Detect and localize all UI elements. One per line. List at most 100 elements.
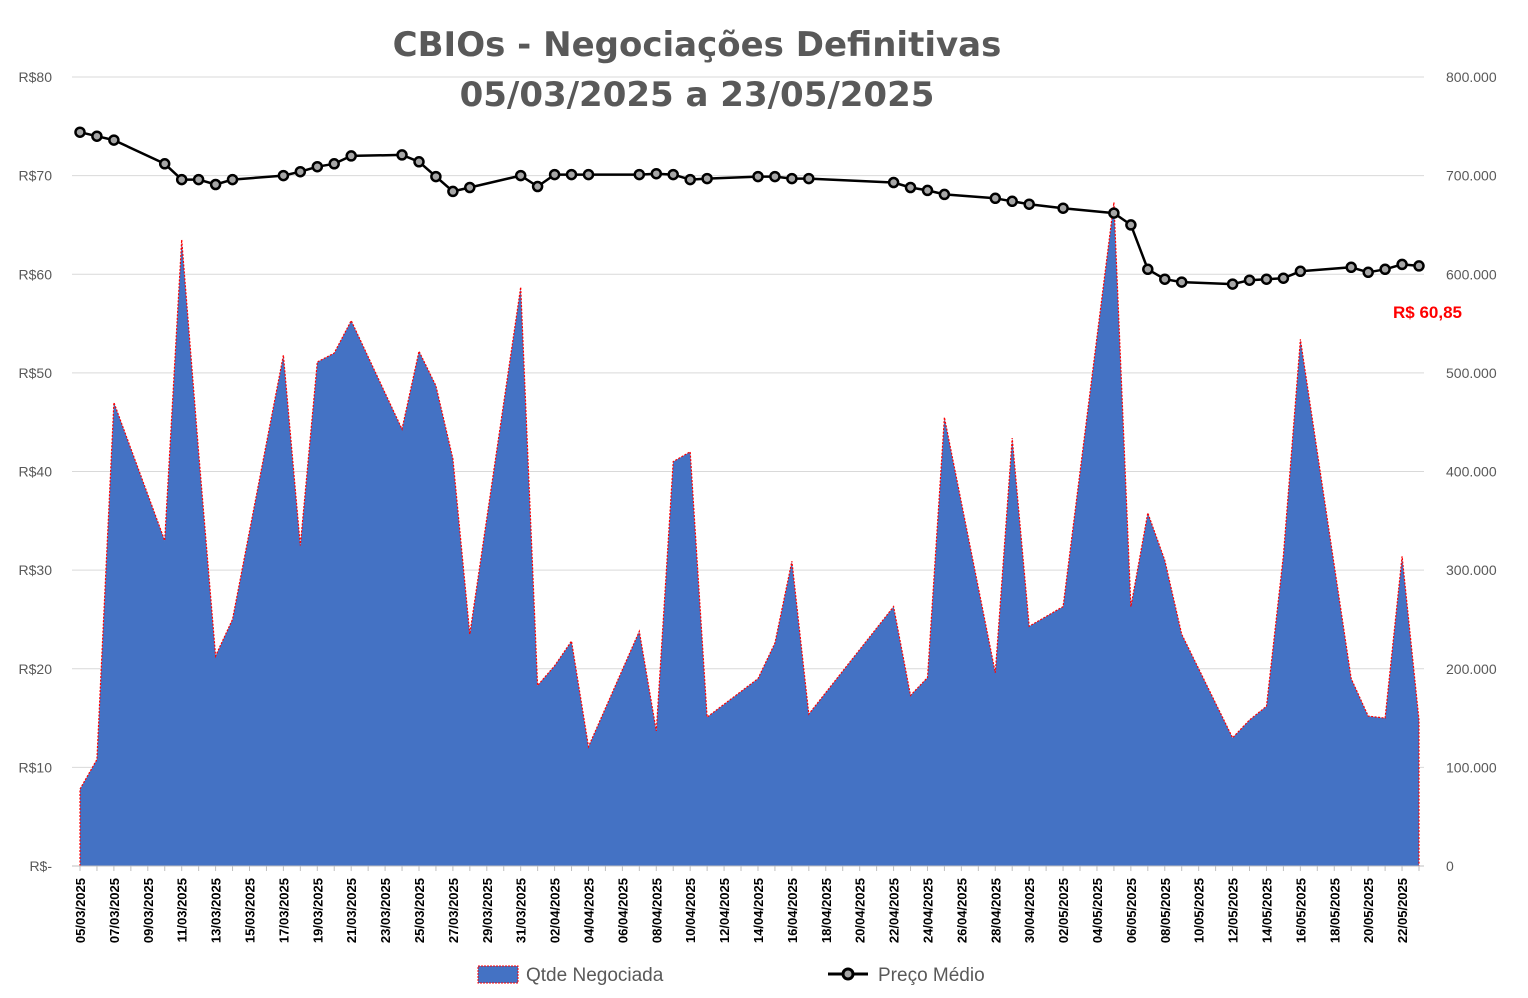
x-tick-label: 09/03/2025 (141, 878, 156, 943)
x-tick-label: 05/03/2025 (73, 878, 88, 943)
price-point (311, 160, 324, 173)
price-point (430, 170, 442, 183)
x-tick-label: 28/04/2025 (988, 878, 1003, 943)
area-border (79, 202, 1420, 866)
x-tick-label: 12/05/2025 (1226, 878, 1241, 943)
price-point (1142, 263, 1154, 276)
x-tick-label: 07/03/2025 (107, 878, 122, 943)
x-tick-label: 20/04/2025 (853, 878, 868, 943)
price-point (1396, 258, 1408, 271)
line-series-preco-medio (74, 126, 1425, 290)
price-point (345, 150, 357, 162)
y-left-tick-label: R$20 (19, 661, 53, 677)
price-point (565, 168, 578, 181)
chart-subtitle: 05/03/2025 a 23/05/2025 (460, 75, 935, 115)
price-point (277, 169, 290, 182)
y-right-tick-label: 600.000 (1446, 266, 1497, 282)
x-tick-label: 22/05/2025 (1395, 878, 1410, 943)
price-point (158, 158, 171, 170)
price-point (1277, 272, 1290, 284)
price-point (1023, 198, 1035, 210)
y-left-tick-label: R$10 (19, 759, 53, 775)
x-tick-label: 29/03/2025 (480, 878, 495, 943)
price-point (701, 172, 713, 185)
x-tick-label: 17/03/2025 (276, 878, 291, 943)
y-left-tick-label: R$60 (19, 266, 53, 282)
price-point (1226, 278, 1239, 290)
x-tick-label: 26/04/2025 (954, 878, 969, 943)
price-point (1294, 265, 1307, 278)
x-tick-label: 10/04/2025 (683, 878, 698, 943)
x-tick-label: 10/05/2025 (1192, 878, 1207, 943)
price-point (633, 168, 646, 181)
price-point (1175, 276, 1188, 288)
price-point (1379, 263, 1391, 276)
y-right-tick-label: 300.000 (1446, 562, 1497, 578)
price-point (1006, 195, 1018, 208)
legend: Qtde Negociada Preço Médio (477, 965, 985, 986)
y-left-tick-label: R$80 (19, 69, 53, 85)
x-tick-label: 02/04/2025 (548, 878, 563, 943)
x-tick-label: 08/05/2025 (1158, 878, 1173, 943)
price-point (294, 165, 307, 178)
x-tick-label: 12/04/2025 (717, 878, 732, 943)
price-point (684, 173, 696, 186)
x-tick-label: 16/05/2025 (1293, 878, 1308, 943)
price-point (752, 170, 764, 183)
price-callout: R$ 60,85 (1393, 303, 1462, 322)
x-tick-label: 24/04/2025 (921, 878, 936, 943)
legend-label-qtde-negociada: Qtde Negociada (526, 965, 664, 986)
legend-label-preco-medio: Preço Médio (878, 965, 985, 986)
x-tick-label: 06/04/2025 (615, 878, 630, 943)
price-point (667, 168, 679, 181)
x-tick-label: 19/03/2025 (310, 878, 325, 943)
y-left-tick-label: R$40 (19, 464, 53, 480)
x-tick-label: 27/03/2025 (446, 878, 461, 943)
x-tick-label: 08/04/2025 (649, 878, 664, 943)
price-point (887, 176, 900, 189)
price-point (192, 173, 205, 186)
x-tick-label: 21/03/2025 (344, 878, 359, 943)
y-right-tick-label: 200.000 (1446, 661, 1497, 677)
price-point (226, 173, 239, 186)
price-point (1413, 260, 1425, 272)
price-point (989, 192, 1002, 205)
price-point (1108, 207, 1120, 219)
y-left-tick-label: R$- (29, 858, 52, 874)
price-point (582, 168, 595, 181)
price-point (74, 126, 86, 138)
chart-title: CBIOs - Negociações Definitivas (393, 25, 1002, 65)
price-point (514, 169, 527, 182)
legend-marker-preco-medio (841, 967, 855, 981)
x-tick-label: 13/03/2025 (209, 878, 224, 943)
x-tick-label: 14/04/2025 (751, 878, 766, 943)
y-left-tick-label: R$50 (19, 365, 53, 381)
x-tick-label: 14/05/2025 (1260, 878, 1275, 943)
y-right-tick-label: 700.000 (1446, 168, 1497, 184)
x-tick-label: 25/03/2025 (412, 878, 427, 943)
price-point (175, 173, 188, 186)
x-tick-label: 16/04/2025 (785, 878, 800, 943)
x-tick-label: 30/04/2025 (1022, 878, 1037, 943)
price-point (1243, 274, 1256, 286)
price-point (1125, 219, 1137, 231)
price-point (531, 180, 544, 193)
x-axis: 05/03/2025 07/03/2025 09/03/2025 11/03/2025… (72, 865, 1424, 943)
price-point (786, 172, 798, 185)
price-point (91, 130, 103, 142)
x-tick-label: 22/04/2025 (887, 878, 902, 943)
x-tick-label: 23/03/2025 (378, 878, 393, 943)
x-tick-label: 04/05/2025 (1090, 878, 1105, 943)
price-point (769, 170, 781, 183)
y-right-tick-label: 0 (1446, 858, 1454, 874)
price-point (548, 168, 561, 181)
x-tick-label: 31/03/2025 (514, 878, 529, 943)
x-tick-label: 02/05/2025 (1056, 878, 1071, 943)
price-point (396, 149, 408, 161)
price-point (1345, 261, 1357, 274)
x-tick-label: 06/05/2025 (1124, 878, 1139, 943)
y-right-tick-label: 100.000 (1446, 759, 1497, 775)
area-fill (80, 202, 1419, 867)
